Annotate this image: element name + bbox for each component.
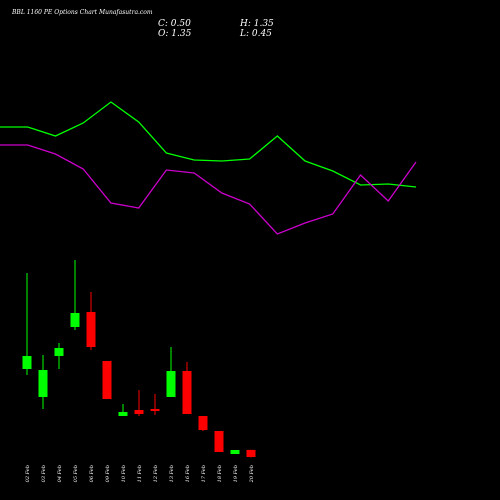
candle-body — [150, 409, 160, 411]
candle-body — [118, 412, 128, 416]
candle-body — [166, 371, 176, 397]
x-tick-label: 16 Feb — [185, 465, 191, 482]
candle-body — [22, 356, 32, 369]
low-label: L: 0.45 — [239, 29, 272, 39]
candle-body — [134, 410, 144, 414]
x-tick-label: 20 Feb — [249, 465, 255, 483]
x-tick-label: 05 Feb — [73, 465, 79, 482]
candle-body — [70, 313, 80, 327]
open-label: O: 1.35 — [158, 29, 192, 39]
x-tick-label: 18 Feb — [217, 465, 223, 482]
candle-body — [182, 371, 192, 414]
x-tick-label: 10 Feb — [121, 465, 127, 482]
x-tick-label: 11 Feb — [137, 465, 143, 482]
candle-body — [38, 370, 48, 397]
candle-body — [246, 449, 256, 457]
candle-body — [102, 361, 112, 399]
candle-body — [198, 416, 208, 430]
x-tick-label: 09 Feb — [105, 465, 111, 482]
x-tick-label: 17 Feb — [201, 465, 207, 482]
x-tick-label: 02 Feb — [25, 465, 31, 482]
candle-body — [54, 348, 64, 356]
x-tick-label: 19 Feb — [233, 465, 239, 482]
candle-body — [86, 312, 96, 347]
x-tick-label: 12 Feb — [153, 465, 159, 482]
indicator-line — [0, 101, 417, 188]
x-tick-label: 03 Feb — [41, 465, 47, 482]
indicator-line — [0, 144, 417, 235]
candle-body — [230, 450, 240, 454]
close-label: C: 0.50 — [158, 19, 191, 29]
high-label: H: 1.35 — [239, 19, 274, 29]
chart-title: BBL 1160 PE Options Chart Munafasutra.co… — [11, 9, 153, 16]
x-tick-label: 13 Feb — [169, 465, 175, 482]
x-tick-label: 06 Feb — [89, 465, 95, 482]
candle-body — [214, 431, 224, 452]
x-tick-label: 04 Feb — [57, 465, 63, 482]
